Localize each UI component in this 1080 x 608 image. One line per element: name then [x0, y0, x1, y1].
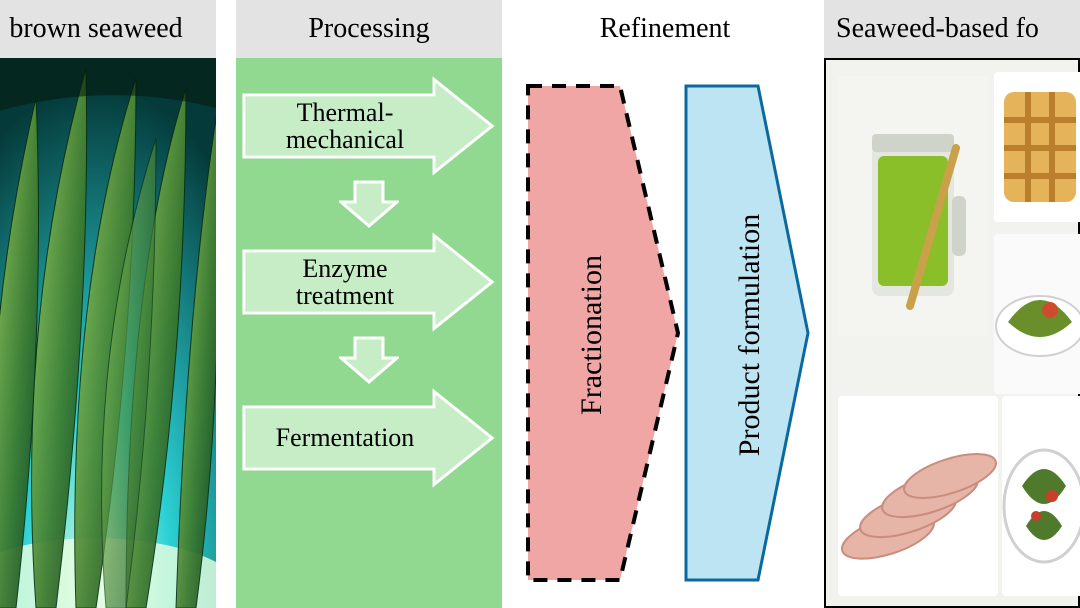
food-grid: [832, 66, 1072, 600]
header-refinement-title: Refinement: [600, 13, 731, 45]
sausage-icon: [838, 396, 998, 596]
step-thermal-mechanical: Thermal-mechanical: [240, 76, 498, 176]
refinement-body: Fractionation Product formulation: [520, 58, 810, 608]
stage-seaweed: brown seaweed: [0, 0, 216, 608]
formulation-label: Product formulation: [733, 205, 767, 465]
header-processing-title: Processing: [308, 13, 429, 45]
food-smoothie: [838, 76, 988, 336]
header-food-title: Seaweed-based fo: [836, 13, 1039, 45]
food-salad: [1002, 396, 1080, 596]
food-body: [824, 58, 1080, 608]
header-refinement: Refinement: [520, 0, 810, 58]
food-bowl: [994, 234, 1080, 394]
seaweed-illustration: [0, 58, 216, 608]
header-food: Seaweed-based fo: [824, 0, 1080, 58]
down-arrow-icon: [339, 180, 399, 228]
step-label: Fermentation: [248, 388, 442, 488]
step-enzyme: Enzymetreatment: [240, 232, 498, 332]
waffle-icon: [994, 72, 1080, 222]
seaweed-image: [0, 58, 216, 608]
down-arrow-2: [339, 336, 399, 384]
bowl-icon: [994, 234, 1080, 394]
smoothie-icon: [838, 76, 988, 336]
header-seaweed: brown seaweed: [0, 0, 216, 58]
step-fermentation: Fermentation: [240, 388, 498, 488]
stage-food: Seaweed-based fo: [824, 0, 1080, 608]
stage-processing: Processing Thermal-mechanical Enzymetrea…: [236, 0, 502, 608]
down-arrow-1: [339, 180, 399, 228]
header-processing: Processing: [236, 0, 502, 58]
food-sausages: [838, 396, 998, 596]
food-waffle: [994, 72, 1080, 222]
processing-body: Thermal-mechanical Enzymetreatment Ferme…: [236, 58, 502, 608]
stage-refinement: Refinement Fractionation Product formula…: [520, 0, 810, 608]
step-label: Enzymetreatment: [248, 232, 442, 332]
step-label: Thermal-mechanical: [248, 76, 442, 176]
header-seaweed-title: brown seaweed: [9, 13, 182, 45]
down-arrow-icon: [339, 336, 399, 384]
salad-icon: [1002, 396, 1080, 596]
fractionation-label: Fractionation: [575, 235, 609, 435]
